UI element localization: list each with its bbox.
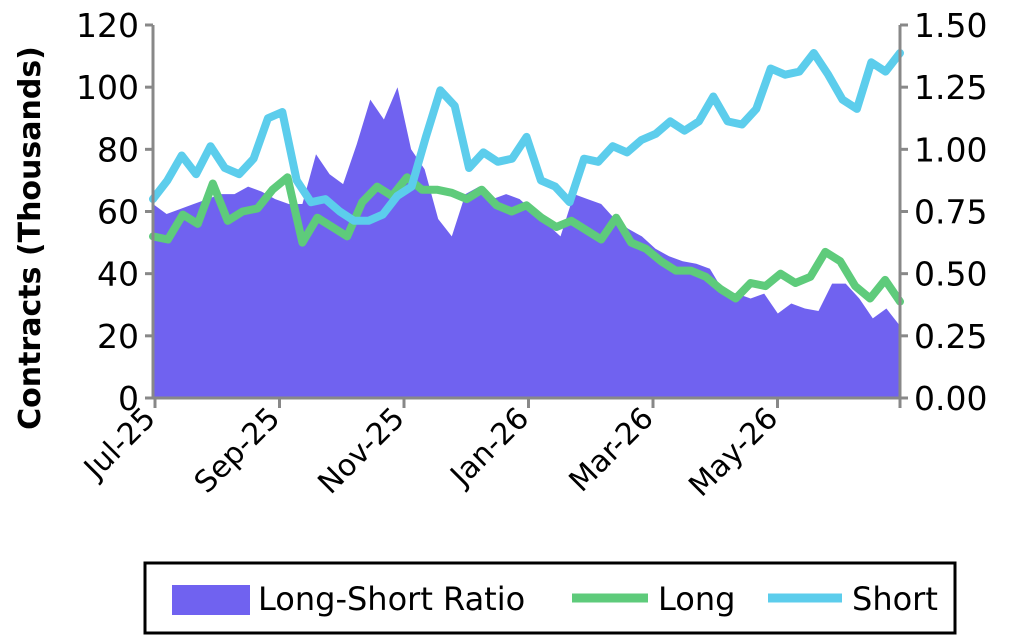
- x-tick-label: Sep-25: [188, 401, 287, 500]
- right-tick-label: 0.75: [914, 193, 987, 232]
- legend-label-long: Long: [658, 580, 735, 618]
- legend-swatch-ratio: [172, 585, 250, 615]
- left-axis-ticks: 0 20 40 60 80 100 120: [76, 6, 153, 418]
- series-line-short: [149, 49, 904, 225]
- legend: Long-Short Ratio Long Short: [143, 561, 957, 635]
- right-tick-label: 1.00: [914, 130, 987, 169]
- series-line-long: [149, 173, 904, 306]
- legend-label-ratio: Long-Short Ratio: [258, 580, 525, 618]
- left-tick-label: 120: [76, 6, 139, 45]
- series-area-long-short-ratio: [153, 87, 900, 398]
- ratio-area-layer: [153, 87, 900, 398]
- x-tick-label: May-26: [682, 401, 785, 504]
- right-tick-label: 0.25: [914, 317, 987, 356]
- y-axis-label: Contracts (Thousands): [13, 46, 48, 430]
- left-tick-label: 20: [97, 317, 139, 356]
- legend-label-short: Short: [852, 580, 938, 618]
- legend-box: [143, 561, 957, 635]
- right-tick-label: 0.50: [914, 255, 987, 294]
- left-tick-label: 80: [97, 130, 139, 169]
- line-layer: [149, 49, 904, 306]
- left-tick-label: 0: [118, 379, 139, 418]
- x-tick-label: Jan-26: [443, 401, 537, 495]
- x-axis-ticks: Jul-25 Sep-25 Nov-25 Jan-26 Mar-26 May-26: [76, 398, 902, 504]
- left-tick-label: 40: [97, 255, 139, 294]
- x-tick-label: Nov-25: [311, 401, 411, 501]
- left-tick-label: 60: [97, 193, 139, 232]
- right-tick-label: 0.00: [914, 379, 987, 418]
- right-tick-label: 1.50: [914, 6, 987, 45]
- left-tick-label: 100: [76, 68, 139, 107]
- right-tick-label: 1.25: [914, 68, 987, 107]
- x-tick-label: Mar-26: [563, 401, 661, 499]
- right-axis-ticks: 0.00 0.25 0.50 0.75 1.00 1.25 1.50: [900, 6, 987, 418]
